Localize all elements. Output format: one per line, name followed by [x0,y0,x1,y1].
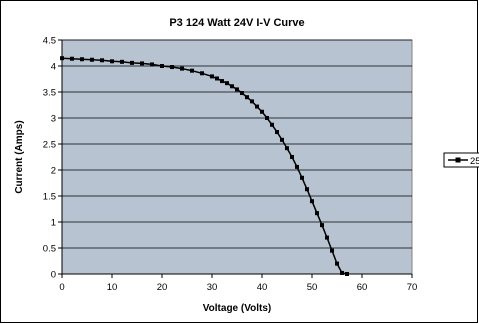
data-point [345,272,349,276]
data-point [235,87,239,92]
data-point [140,61,144,66]
chart-title: P3 124 Watt 24V I-V Curve [169,17,304,29]
data-point [330,248,334,253]
legend-series-name: 25 [470,156,479,167]
x-tick-label: 50 [307,282,318,293]
x-axis-title: Voltage (Volts) [203,303,272,314]
y-tick-label: 0.5 [43,244,56,255]
y-tick-labels: 0 0.5 1 1.5 2 2.5 3 3.5 4 4.5 [43,36,56,281]
data-point [265,116,269,120]
data-point [315,211,319,216]
data-point [170,65,174,70]
data-point [180,66,184,71]
y-tick-label: 1 [51,218,56,229]
data-point [200,71,204,76]
data-point [335,261,339,266]
data-point [240,91,244,96]
data-point [290,155,294,159]
legend-point-marker [455,157,461,163]
series-25 [60,56,349,276]
data-point [210,74,214,79]
y-tick-label: 1.5 [43,192,56,203]
data-point [325,235,329,240]
data-point [60,56,64,61]
x-tick-label: 0 [59,282,64,293]
data-point [150,62,154,67]
data-point [250,99,254,104]
data-point [255,104,259,109]
data-point [225,81,229,86]
data-point [90,57,94,62]
y-axis-title: Current (Amps) [14,120,25,193]
data-point [305,187,309,192]
y-tick-label: 2 [51,166,56,177]
y-tick-label: 3.5 [43,88,56,99]
data-point [100,58,104,63]
data-point [340,270,344,275]
x-tick-label: 10 [107,282,118,293]
x-tick-label: 60 [357,282,368,293]
data-point [130,60,134,65]
axes [58,39,413,278]
data-point [275,130,279,135]
data-point [295,164,299,169]
x-tick-label: 20 [157,282,168,293]
data-point [220,79,224,84]
gridlines [62,39,412,249]
data-point [260,109,264,114]
data-point [300,175,304,180]
data-point [80,57,84,62]
legend: 25 [443,152,479,168]
y-tick-label: 4 [51,62,56,73]
data-point [70,56,74,61]
data-point [110,59,114,64]
data-point [120,59,124,64]
y-tick-label: 0 [51,270,56,281]
data-point [270,122,274,127]
x-tick-label: 30 [207,282,218,293]
y-tick-label: 4.5 [43,36,56,47]
y-tick-label: 3 [51,114,56,125]
x-tick-label: 40 [257,282,268,293]
data-point [215,76,219,81]
plot-area [61,39,413,275]
data-point [230,84,234,89]
data-point [245,95,249,100]
data-point [160,64,164,68]
data-point [320,223,324,228]
x-tick-label: 70 [407,282,418,293]
data-point [285,146,289,151]
data-point [310,199,314,204]
data-point [190,68,194,73]
data-point [280,137,284,142]
x-tick-labels: 0 10 20 30 40 50 60 70 [59,282,417,293]
y-tick-label: 2.5 [43,140,56,151]
